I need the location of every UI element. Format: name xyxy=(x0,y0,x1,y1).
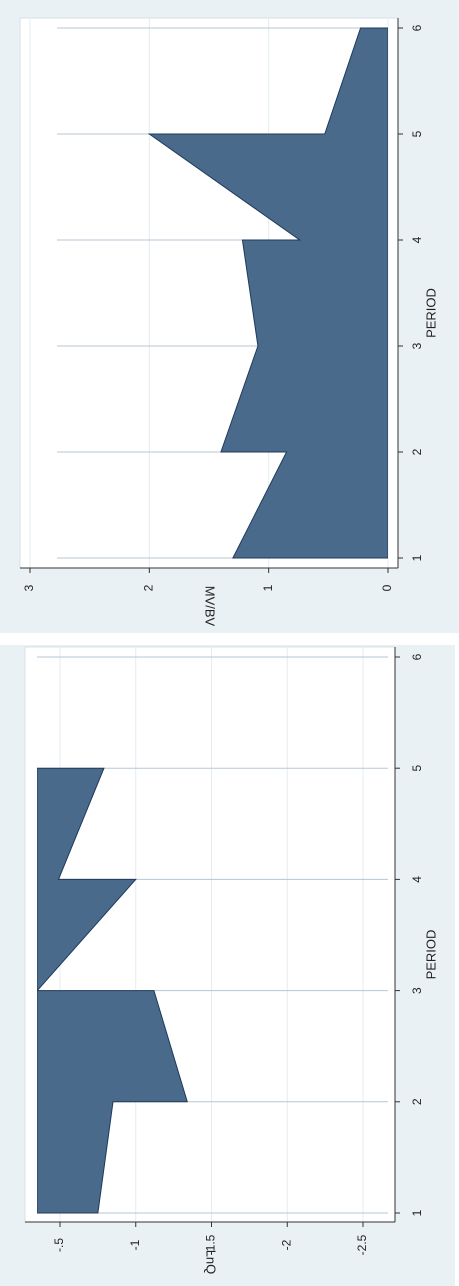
x-tick-label: 6 xyxy=(410,24,424,31)
y-tick-label: 2 xyxy=(142,584,156,591)
y-tick-label: 1 xyxy=(261,584,275,591)
x-tick-label: 3 xyxy=(410,342,424,349)
x-axis-title: PERIOD xyxy=(423,930,438,980)
x-tick-label: 5 xyxy=(410,765,424,772)
y-tick-label: -1 xyxy=(128,1239,142,1250)
x-tick-label: 5 xyxy=(410,130,424,137)
y-tick-label: -2.5 xyxy=(355,1234,369,1255)
y-tick-label: 3 xyxy=(22,584,36,591)
x-tick-label: 2 xyxy=(410,448,424,455)
y-tick-label: -1.5 xyxy=(204,1234,218,1255)
y-tick-label: -.5 xyxy=(52,1238,66,1252)
area xyxy=(147,27,388,559)
x-axis-title: PERIOD xyxy=(423,288,438,338)
y-axis-title: MV/BV xyxy=(203,586,218,627)
x-tick-label: 3 xyxy=(410,987,424,994)
x-tick-label: 4 xyxy=(410,236,424,243)
area xyxy=(37,767,188,1214)
x-tick-label: 1 xyxy=(410,1209,424,1216)
y-axis-title: LnQ xyxy=(204,1250,219,1275)
x-tick-label: 1 xyxy=(410,554,424,561)
x-tick-label: 4 xyxy=(410,876,424,883)
y-tick-label: -2 xyxy=(279,1239,293,1250)
x-tick-label: 6 xyxy=(410,653,424,660)
x-tick-label: 2 xyxy=(410,1098,424,1105)
y-tick-label: 0 xyxy=(380,584,394,591)
